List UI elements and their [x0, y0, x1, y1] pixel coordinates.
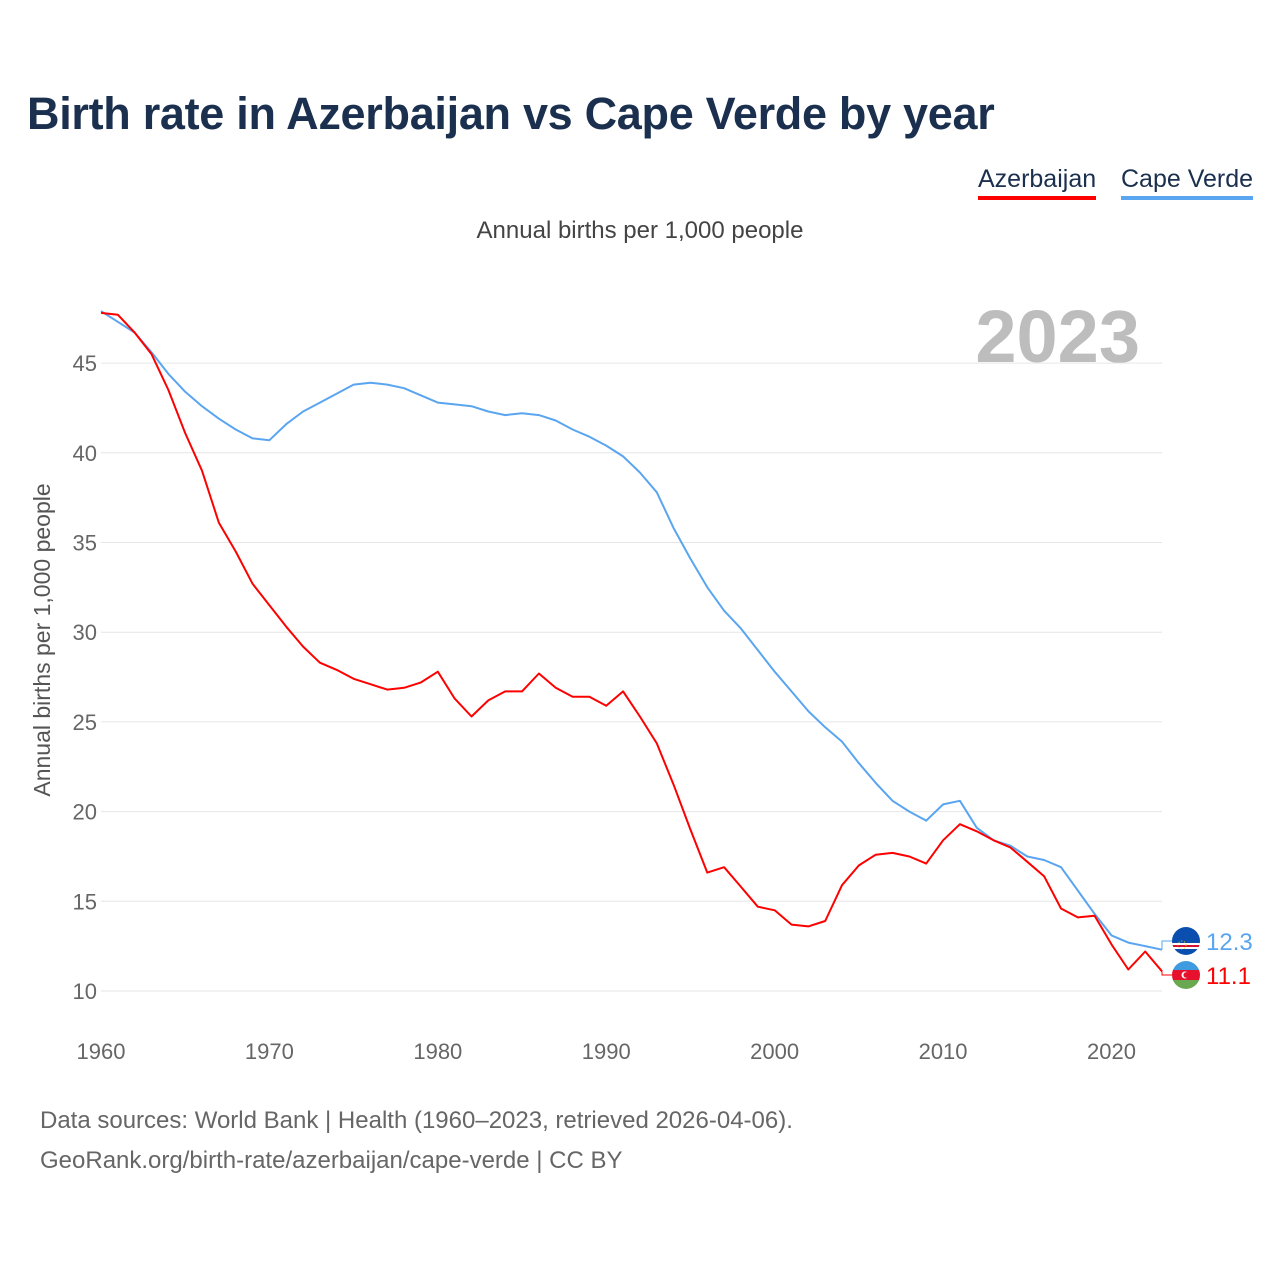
flag-body [1172, 927, 1200, 955]
flag-stripe-green [1172, 980, 1200, 989]
chart-title: Birth rate in Azerbaijan vs Cape Verde b… [27, 88, 995, 139]
legend-cape-verde[interactable]: Cape Verde [1121, 165, 1254, 200]
footer-credit[interactable]: GeoRank.org/birth-rate/azerbaijan/cape-v… [40, 1147, 623, 1174]
y-tick-label: 15 [73, 889, 97, 914]
flag-crescent-cut [1183, 972, 1190, 978]
y-tick-label: 40 [73, 441, 97, 466]
footer-sources: Data sources: World Bank | Health (1960–… [40, 1107, 793, 1134]
x-tick-label: 1980 [413, 1039, 462, 1064]
cape-verde-flag-icon [1172, 927, 1200, 955]
series-line-cape-verde [100, 310, 1163, 951]
series-line-azerbaijan [100, 311, 1163, 972]
y-tick-label: 30 [73, 620, 97, 645]
chart-subtitle: Annual births per 1,000 people [476, 217, 804, 244]
end-connector [1161, 971, 1172, 976]
flag-stripe-red [1172, 945, 1200, 947]
y-tick-label: 20 [73, 800, 97, 825]
y-axis-label: Annual births per 1,000 people [29, 483, 55, 796]
legend-azerbaijan[interactable]: Azerbaijan [978, 165, 1097, 200]
flag-stripe-blue [1172, 961, 1200, 970]
end-value-label: 11.1 [1206, 963, 1251, 990]
year-label: 2023 [975, 295, 1140, 378]
y-tick-label: 45 [73, 351, 97, 376]
x-tick-label: 2020 [1087, 1039, 1136, 1064]
azerbaijan-flag-icon [1172, 961, 1200, 989]
y-tick-label: 10 [73, 979, 97, 1004]
end-connector [1161, 940, 1172, 950]
x-tick-label: 1970 [245, 1039, 294, 1064]
x-tick-label: 1960 [77, 1039, 126, 1064]
flag-field [1172, 927, 1200, 955]
x-tick-label: 1990 [582, 1039, 631, 1064]
y-tick-label: 25 [73, 710, 97, 735]
flag-body [1172, 961, 1200, 989]
flag-stars [1177, 940, 1187, 950]
x-tick-label: 2010 [919, 1039, 968, 1064]
end-value-label: 12.3 [1206, 929, 1253, 956]
x-tick-label: 2000 [750, 1039, 799, 1064]
y-tick-label: 35 [73, 531, 97, 556]
